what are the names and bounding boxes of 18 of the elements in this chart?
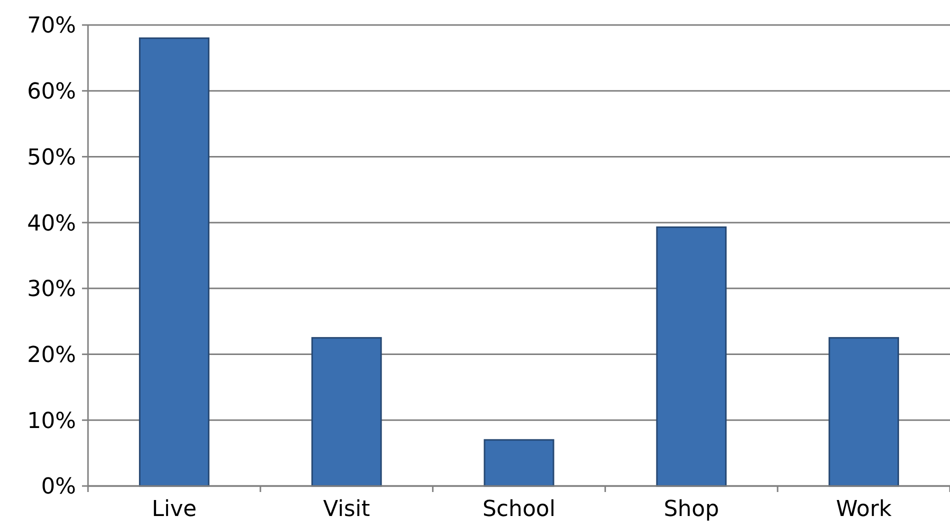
y-tick-label: 0% xyxy=(41,474,76,500)
x-tick-label: Work xyxy=(836,497,892,522)
y-tick-label: 40% xyxy=(27,211,76,236)
x-tick-label: School xyxy=(482,497,556,522)
x-tick-label: Shop xyxy=(664,497,720,522)
y-tick-label: 50% xyxy=(27,145,76,170)
y-tick-label: 30% xyxy=(27,277,76,302)
y-tick-label: 60% xyxy=(27,80,76,105)
x-tick-label: Visit xyxy=(323,497,370,522)
bar xyxy=(484,439,554,487)
bar xyxy=(828,337,900,487)
y-tick-label: 10% xyxy=(27,408,76,434)
bar xyxy=(311,337,382,487)
bar xyxy=(656,226,727,487)
y-tick-label: 70% xyxy=(27,14,76,39)
x-tick-label: Live xyxy=(152,497,197,522)
y-tick-label: 20% xyxy=(27,342,76,368)
bar xyxy=(138,37,210,487)
